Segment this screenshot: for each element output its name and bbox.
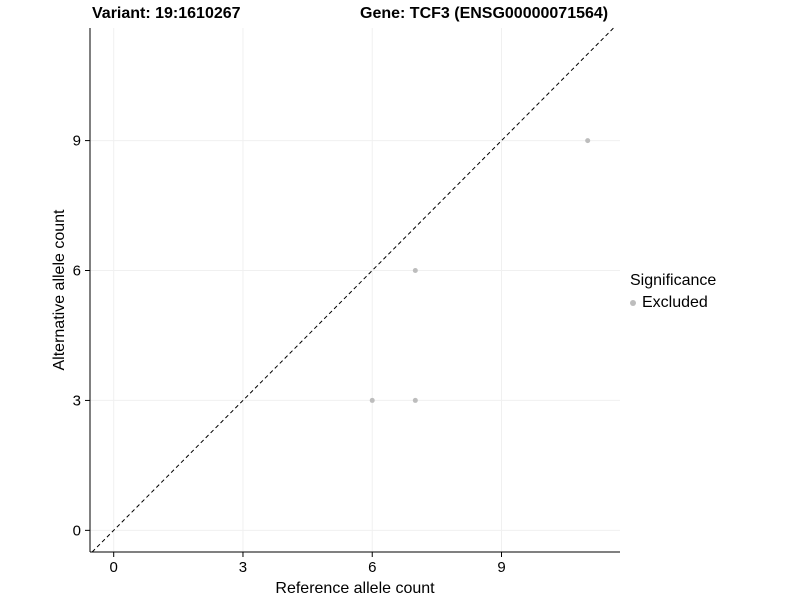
y-tick-label: 0 (73, 522, 81, 539)
x-tick-label: 9 (497, 559, 505, 576)
y-axis-label: Alternative allele count (51, 209, 68, 371)
x-tick-label: 3 (239, 559, 247, 576)
legend-item-excluded: Excluded (630, 294, 716, 312)
data-point (412, 397, 418, 403)
data-point (369, 397, 375, 403)
data-point (585, 138, 591, 144)
legend-point-icon (630, 300, 636, 306)
y-tick-label: 3 (73, 392, 81, 409)
plot-title-variant: Variant: 19:1610267 (92, 5, 241, 22)
plot-title-gene: Gene: TCF3 (ENSG00000071564) (360, 5, 609, 22)
legend-title: Significance (630, 272, 717, 289)
data-point (412, 268, 418, 274)
y-tick-label: 6 (73, 263, 81, 280)
y-tick-label: 9 (73, 133, 81, 150)
identity-line (91, 27, 614, 553)
x-axis-label: Reference allele count (275, 580, 435, 597)
x-tick-label: 0 (110, 559, 118, 576)
legend-label: Excluded (642, 294, 708, 311)
x-tick-label: 6 (368, 559, 376, 576)
legend: Significance Excluded (630, 272, 716, 312)
